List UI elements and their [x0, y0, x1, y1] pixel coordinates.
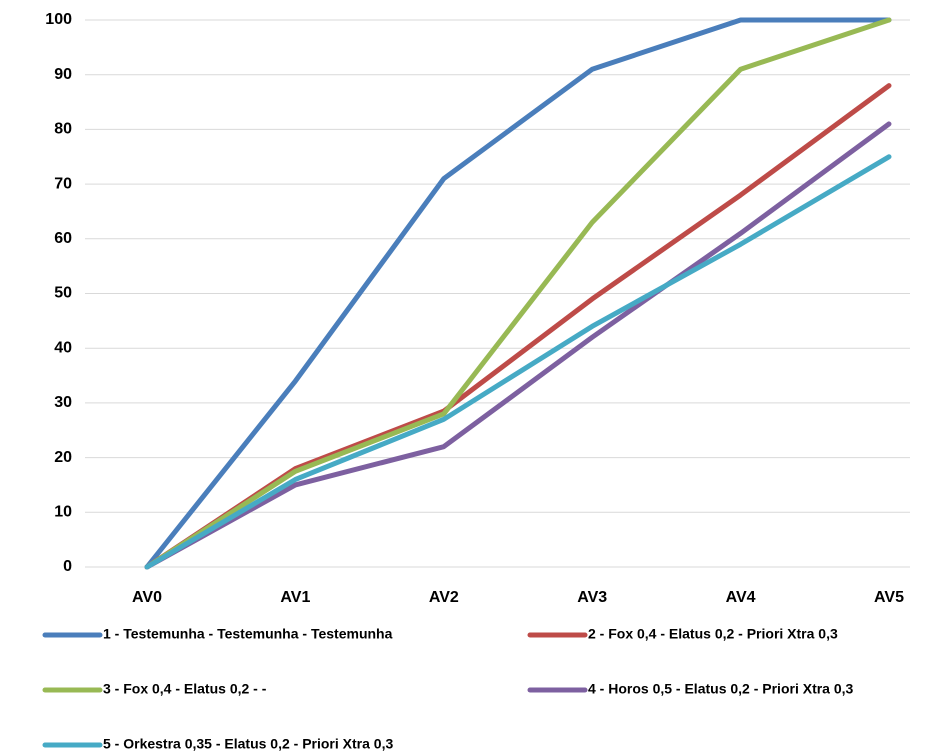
y-tick-label: 0 [63, 558, 72, 575]
x-tick-label: AV2 [429, 589, 459, 606]
legend: 1 - Testemunha - Testemunha - Testemunha… [42, 626, 854, 752]
y-tick-label: 40 [54, 339, 72, 356]
series-line [144, 154, 892, 570]
y-tick-label: 10 [54, 504, 72, 521]
x-tick-label: AV0 [132, 589, 162, 606]
x-tick-label: AV1 [280, 589, 310, 606]
y-tick-label: 100 [45, 11, 72, 28]
x-tick-label: AV5 [874, 589, 904, 606]
legend-label: 1 - Testemunha - Testemunha - Testemunha [103, 626, 393, 642]
x-tick-label: AV4 [726, 589, 756, 606]
series-line [144, 121, 892, 570]
y-tick-label: 80 [54, 121, 72, 138]
legend-label: 2 - Fox 0,4 - Elatus 0,2 - Priori Xtra 0… [588, 626, 838, 642]
series-line [144, 17, 892, 570]
legend-label: 3 - Fox 0,4 - Elatus 0,2 - - [103, 681, 267, 697]
y-tick-label: 60 [54, 230, 72, 247]
y-tick-label: 30 [54, 394, 72, 411]
y-tick-label: 50 [54, 285, 72, 302]
legend-label: 5 - Orkestra 0,35 - Elatus 0,2 - Priori … [103, 736, 393, 752]
y-tick-label: 70 [54, 175, 72, 192]
x-tick-label: AV3 [577, 589, 607, 606]
y-tick-label: 90 [54, 66, 72, 83]
series-line [144, 17, 892, 570]
legend-label: 4 - Horos 0,5 - Elatus 0,2 - Priori Xtra… [588, 681, 854, 697]
y-tick-label: 20 [54, 449, 72, 466]
